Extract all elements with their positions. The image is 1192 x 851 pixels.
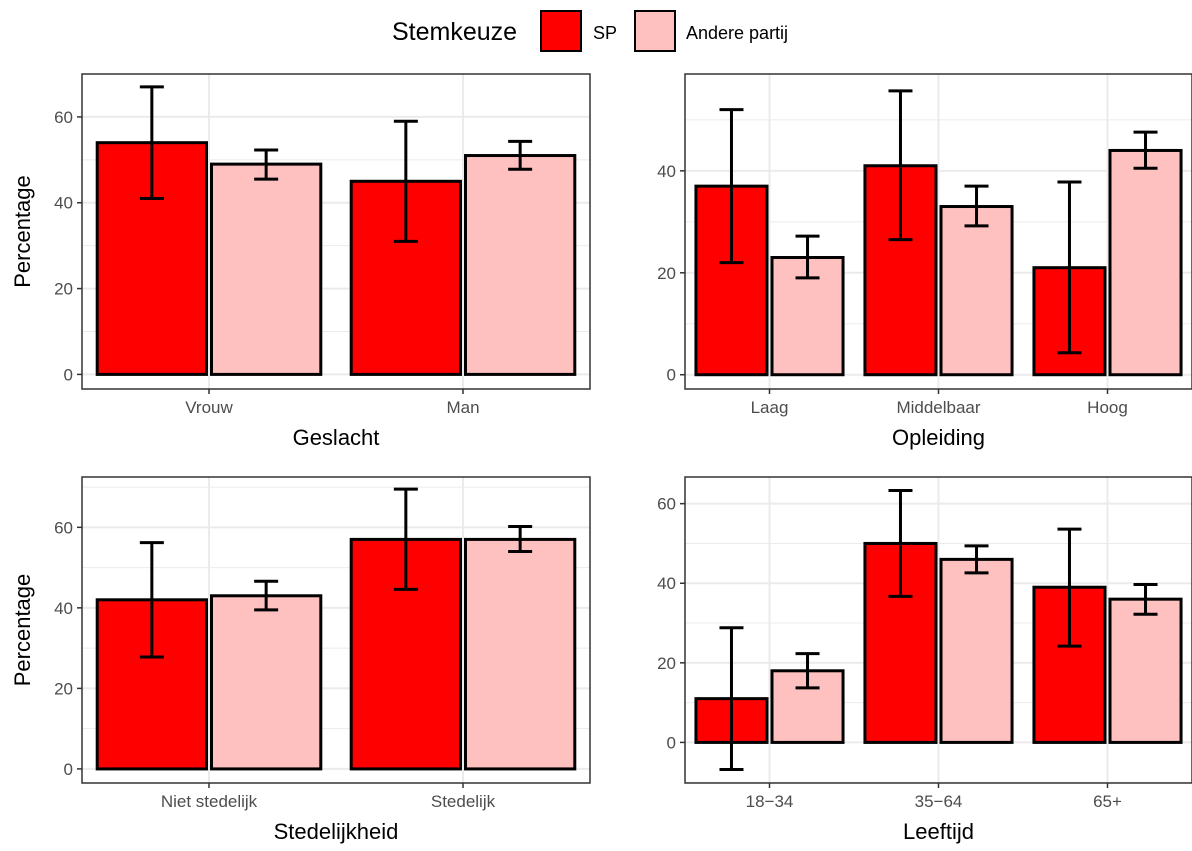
legend-swatch-sp	[540, 10, 582, 52]
bar	[210, 162, 323, 376]
y-tick-label: 40	[54, 599, 73, 618]
panel-border	[81, 476, 591, 784]
x-tick-label: Laag	[751, 398, 789, 417]
y-tick-label: 20	[657, 264, 676, 283]
bar	[349, 179, 463, 376]
y-tick-label: 0	[64, 365, 73, 384]
x-axis-title: Leeftijd	[903, 819, 974, 844]
x-tick-label: Hoog	[1087, 398, 1128, 417]
x-axis-title: Geslacht	[293, 425, 380, 450]
x-tick-label: 18−34	[746, 792, 794, 811]
bar	[1108, 597, 1183, 744]
legend: Stemkeuze SP Andere partij	[392, 10, 788, 52]
panel-border	[81, 73, 591, 390]
x-tick-label: Man	[446, 398, 479, 417]
y-axis-title: Percentage	[10, 175, 35, 288]
y-tick-label: 60	[54, 108, 73, 127]
panel-3: 0 20 40 60 Niet stedelijk Stedelijk Stedelijkh…	[10, 476, 591, 844]
x-axis-title: Opleiding	[892, 425, 985, 450]
x-tick-label: Niet stedelijk	[161, 792, 258, 811]
legend-label-andere-partij: Andere partij	[686, 23, 788, 43]
x-tick-label: 65+	[1093, 792, 1122, 811]
y-tick-label: 20	[657, 654, 676, 673]
legend-swatch-andere-partij	[634, 10, 676, 52]
bar	[1108, 148, 1183, 377]
panel-4: 0 20 40 60 18−34 35−64 65+ Leeftijd	[657, 476, 1192, 844]
panel-border	[684, 476, 1192, 784]
x-tick-label: Middelbaar	[896, 398, 980, 417]
y-tick-label: 0	[667, 733, 676, 752]
panel-1: 0 20 40 60 Vrouw Man Geslacht Percentage	[10, 73, 591, 450]
y-tick-label: 20	[54, 280, 73, 299]
panel-border	[684, 73, 1192, 390]
bar	[939, 205, 1014, 377]
y-tick-label: 20	[54, 679, 73, 698]
y-tick-label: 0	[64, 760, 73, 779]
legend-title: Stemkeuze	[392, 18, 517, 46]
y-tick-label: 60	[54, 518, 73, 537]
bar	[464, 537, 577, 771]
bar	[464, 154, 577, 376]
panel-2: 0 20 40 Laag Middelbaar Hoog Opleiding	[657, 73, 1192, 450]
y-axis-title: Percentage	[10, 574, 35, 687]
legend-label-sp: SP	[593, 23, 617, 43]
y-tick-label: 40	[657, 574, 676, 593]
y-tick-label: 60	[657, 495, 676, 514]
y-tick-label: 0	[667, 366, 676, 385]
x-axis-title: Stedelijkheid	[274, 819, 399, 844]
bar	[210, 594, 323, 771]
y-tick-label: 40	[54, 194, 73, 213]
x-tick-label: Stedelijk	[431, 792, 496, 811]
bar	[939, 557, 1014, 744]
y-tick-label: 40	[657, 162, 676, 181]
x-tick-label: Vrouw	[185, 398, 233, 417]
x-tick-label: 35−64	[915, 792, 963, 811]
